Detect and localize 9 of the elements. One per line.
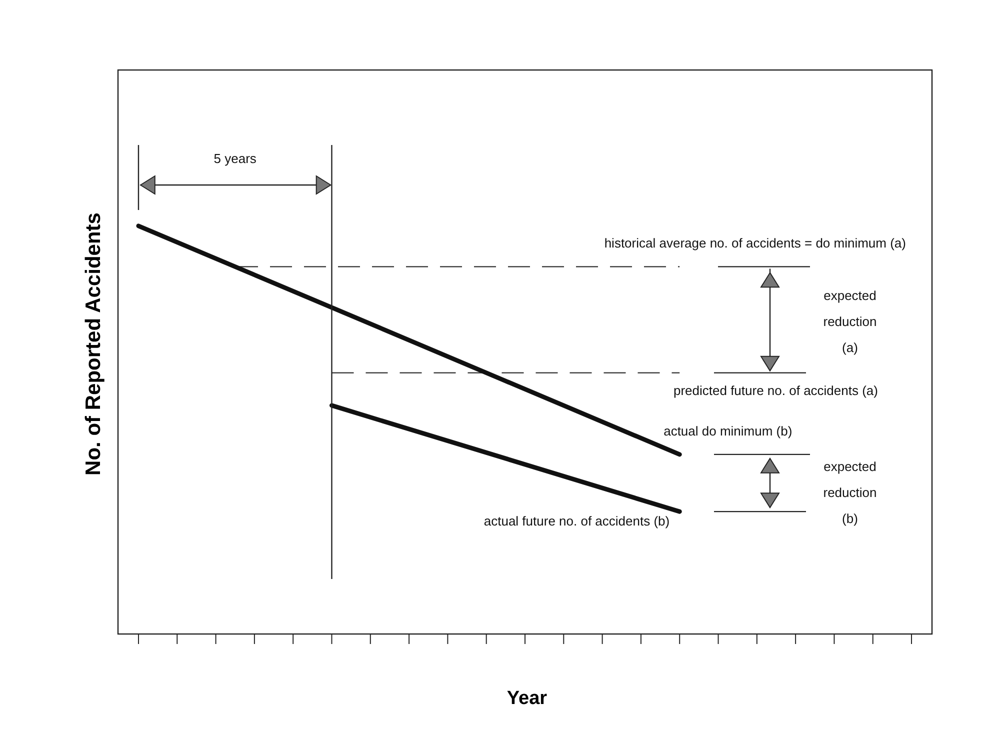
annotation: expected reduction (b)	[823, 459, 877, 526]
annotation: expected reduction (a)	[823, 288, 877, 355]
ref-line-label: predicted future no. of accidents (a)	[673, 382, 878, 398]
annotation: actual do minimum (b)	[664, 423, 792, 438]
ref-line-label: historical average no. of accidents = do minimum (a)	[604, 236, 906, 251]
text: 5 years	[214, 151, 257, 166]
annotation: actual future no. of accidents (b)	[484, 514, 670, 529]
x-axis-title: Year	[506, 688, 548, 709]
y-axis-title: No. of Reported Accidents	[82, 212, 105, 476]
